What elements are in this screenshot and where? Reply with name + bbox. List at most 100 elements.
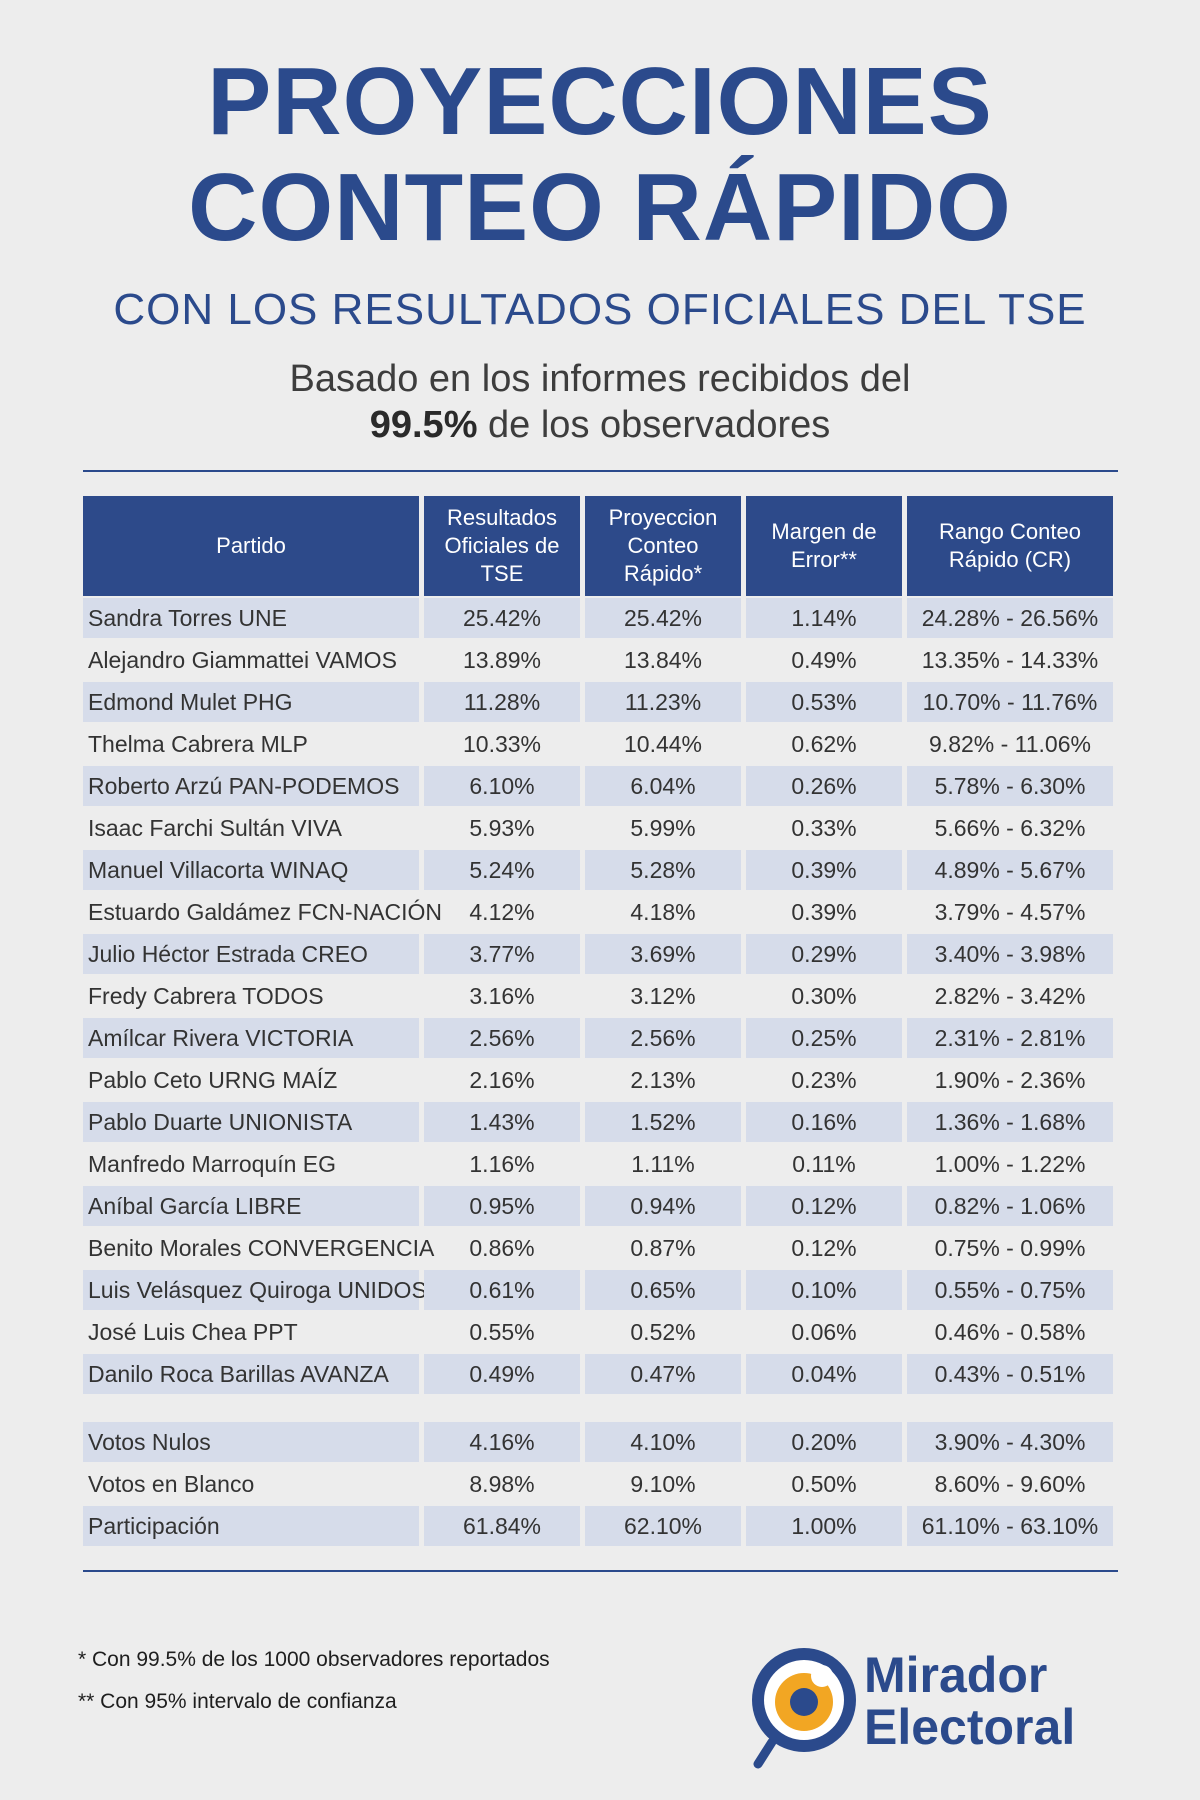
table-row: Estuardo Galdámez FCN-NACIÓN 4.12% 4.18% 0.… xyxy=(83,892,1113,932)
partido-cell: Benito Morales CONVERGENCIA xyxy=(88,1234,435,1261)
rango-cell: 8.60% - 9.60% xyxy=(934,1470,1086,1497)
description-line-1: Basado en los informes recibidos del xyxy=(289,358,911,400)
description-highlight: 99.5% xyxy=(369,404,478,446)
rango-cell: 0.46% - 0.58% xyxy=(934,1318,1086,1345)
partido-cell: Alejandro Giammattei VAMOS xyxy=(88,646,397,673)
table-header: Partido Resultados Oficiales de TSE Proy… xyxy=(83,496,1113,596)
proyeccion-cell: 0.52% xyxy=(630,1318,696,1345)
oficial-cell: 1.16% xyxy=(469,1150,535,1177)
oficial-cell: 0.49% xyxy=(424,1354,580,1394)
title-line-1: PROYECCIONES xyxy=(207,48,993,155)
table-row: Danilo Roca Barillas AVANZA 0.49% 0.47% 0.0… xyxy=(83,1354,1113,1394)
rango-cell: 0.43% - 0.51% xyxy=(907,1354,1113,1394)
proyeccion-cell: 11.23% xyxy=(585,682,741,722)
proyeccion-cell: 4.10% xyxy=(585,1422,741,1462)
table-row: Edmond Mulet PHG 11.28% 11.23% 0.53% 10.70% … xyxy=(83,682,1113,722)
oficial-cell: 2.56% xyxy=(424,1018,580,1058)
partido-cell: Amílcar Rivera VICTORIA xyxy=(83,1018,419,1058)
rango-cell: 1.36% - 1.68% xyxy=(907,1102,1113,1142)
proyeccion-cell: 4.18% xyxy=(630,898,696,925)
rango-cell: 10.70% - 11.76% xyxy=(907,682,1113,722)
partido-cell: Estuardo Galdámez FCN-NACIÓN xyxy=(88,898,443,925)
table-row: Isaac Farchi Sultán VIVA 5.93% 5.99% 0.33% 5… xyxy=(83,808,1113,848)
partido-cell: Aníbal García LIBRE xyxy=(83,1186,419,1226)
footnote-2: ** Con 95% intervalo de confianza xyxy=(78,1690,397,1713)
margen-cell: 0.30% xyxy=(791,982,857,1009)
rango-cell: 3.40% - 3.98% xyxy=(907,934,1113,974)
partido-cell: Pablo Ceto URNG MAÍZ xyxy=(88,1066,338,1093)
proyeccion-cell: 6.04% xyxy=(585,766,741,806)
proyeccion-cell: 10.44% xyxy=(623,730,702,757)
oficial-cell: 0.61% xyxy=(424,1270,580,1310)
oficial-cell: 13.89% xyxy=(462,646,541,673)
margen-cell: 0.10% xyxy=(746,1270,902,1310)
table-row: Participación 61.84% 62.10% 1.00% 61.10% - 6… xyxy=(83,1506,1113,1546)
proyeccion-cell: 5.99% xyxy=(630,814,696,841)
table-row: Luis Velásquez Quiroga UNIDOS 0.61% 0.65% 0… xyxy=(83,1270,1113,1310)
table-row: Amílcar Rivera VICTORIA 2.56% 2.56% 0.25% 2.… xyxy=(83,1018,1113,1058)
oficial-cell: 2.16% xyxy=(469,1066,535,1093)
partido-cell: Votos en Blanco xyxy=(88,1470,255,1497)
rango-cell: 4.89% - 5.67% xyxy=(907,850,1113,890)
header-margen-error: Margen de Error** xyxy=(746,496,902,596)
margen-cell: 0.16% xyxy=(746,1102,902,1142)
oficial-cell: 5.24% xyxy=(424,850,580,890)
margen-cell: 0.50% xyxy=(791,1470,857,1497)
partido-cell: Julio Héctor Estrada CREO xyxy=(83,934,419,974)
margen-cell: 0.12% xyxy=(791,1234,857,1261)
margen-cell: 0.39% xyxy=(746,850,902,890)
summary-rows: Votos Nulos 4.16% 4.10% 0.20% 3.90% - 4.30% V… xyxy=(83,1422,1113,1546)
header-proyeccion: Proyeccion Conteo Rápido* xyxy=(585,496,741,596)
table-row: Alejandro Giammattei VAMOS 13.89% 13.84% 0.… xyxy=(83,640,1113,680)
table-row: Pablo Ceto URNG MAÍZ 2.16% 2.13% 0.23% 1.90%… xyxy=(83,1060,1113,1100)
header-partido: Partido xyxy=(83,496,419,596)
partido-cell: Roberto Arzú PAN-PODEMOS xyxy=(83,766,419,806)
header-resultados-oficiales: Resultados Oficiales de TSE xyxy=(424,496,580,596)
oficial-cell: 25.42% xyxy=(424,598,580,638)
rango-cell: 3.79% - 4.57% xyxy=(934,898,1086,925)
margen-cell: 0.04% xyxy=(746,1354,902,1394)
partido-cell: Isaac Farchi Sultán VIVA xyxy=(88,814,342,841)
table-row: Thelma Cabrera MLP 10.33% 10.44% 0.62% 9.82%… xyxy=(83,724,1113,764)
eye-logo-icon xyxy=(752,1648,856,1769)
logo-text-line-2: Electoral xyxy=(864,1699,1076,1755)
table-row: Sandra Torres UNE 25.42% 25.42% 1.14% 24.28%… xyxy=(83,598,1113,638)
oficial-cell: 6.10% xyxy=(424,766,580,806)
oficial-cell: 1.43% xyxy=(424,1102,580,1142)
rango-cell: 0.55% - 0.75% xyxy=(907,1270,1113,1310)
table-row: Julio Héctor Estrada CREO 3.77% 3.69% 0.29%… xyxy=(83,934,1113,974)
proyeccion-cell: 2.13% xyxy=(630,1066,696,1093)
proyeccion-cell: 0.47% xyxy=(585,1354,741,1394)
oficial-cell: 5.93% xyxy=(469,814,535,841)
oficial-cell: 0.95% xyxy=(424,1186,580,1226)
subtitle: CON LOS RESULTADOS OFICIALES DEL TSE xyxy=(113,285,1087,334)
table-gap xyxy=(83,1394,1113,1420)
table-row: Manuel Villacorta WINAQ 5.24% 5.28% 0.39% 4.… xyxy=(83,850,1113,890)
oficial-cell: 0.86% xyxy=(469,1234,535,1261)
table-row: Benito Morales CONVERGENCIA 0.86% 0.87% 0.1… xyxy=(83,1228,1113,1268)
proyeccion-cell: 13.84% xyxy=(623,646,702,673)
partido-cell: Edmond Mulet PHG xyxy=(83,682,419,722)
table-row: Votos en Blanco 8.98% 9.10% 0.50% 8.60% - 9.… xyxy=(83,1464,1113,1504)
partido-cell: Pablo Duarte UNIONISTA xyxy=(83,1102,419,1142)
rango-cell: 5.78% - 6.30% xyxy=(907,766,1113,806)
logo-text-line-1: Mirador xyxy=(864,1647,1048,1703)
oficial-cell: 4.16% xyxy=(424,1422,580,1462)
partido-cell: Manuel Villacorta WINAQ xyxy=(83,850,419,890)
rango-cell: 3.90% - 4.30% xyxy=(907,1422,1113,1462)
proyeccion-cell: 3.12% xyxy=(630,982,696,1009)
partido-cell: Thelma Cabrera MLP xyxy=(88,730,308,757)
rango-cell: 1.00% - 1.22% xyxy=(934,1150,1086,1177)
table-row: Fredy Cabrera TODOS 3.16% 3.12% 0.30% 2.82% … xyxy=(83,976,1113,1016)
oficial-cell: 11.28% xyxy=(424,682,580,722)
proyeccion-cell: 2.56% xyxy=(585,1018,741,1058)
margen-cell: 1.00% xyxy=(746,1506,902,1546)
margen-cell: 0.49% xyxy=(791,646,857,673)
proyeccion-cell: 1.11% xyxy=(631,1150,695,1177)
table-row: Votos Nulos 4.16% 4.10% 0.20% 3.90% - 4.30% xyxy=(83,1422,1113,1462)
oficial-cell: 3.16% xyxy=(469,982,535,1009)
margen-cell: 0.11% xyxy=(792,1150,856,1177)
margen-cell: 0.12% xyxy=(746,1186,902,1226)
oficial-cell: 61.84% xyxy=(424,1506,580,1546)
table-row: Manfredo Marroquín EG 1.16% 1.11% 0.11% 1.00… xyxy=(83,1144,1113,1184)
